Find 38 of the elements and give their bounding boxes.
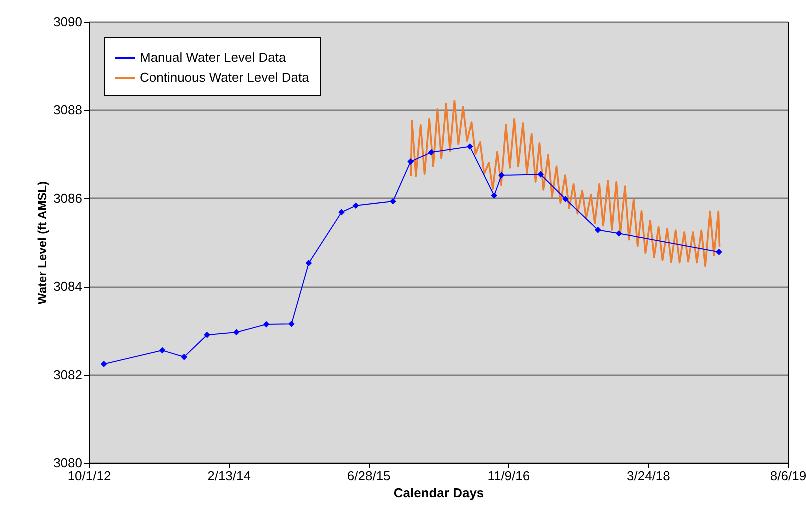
point xyxy=(263,321,270,328)
point xyxy=(288,320,295,328)
point xyxy=(491,192,498,199)
y-tick-label: 3088 xyxy=(54,102,82,118)
point xyxy=(562,196,569,202)
line-series xyxy=(410,100,721,268)
legend-label: Continuous Water Level Data xyxy=(140,70,310,85)
point xyxy=(716,249,722,256)
point xyxy=(159,347,166,354)
x-tick-label: 10/1/12 xyxy=(68,468,112,484)
y-tick-label: 3082 xyxy=(54,367,82,382)
point xyxy=(181,354,188,360)
x-tick-label: 8/6/19 xyxy=(770,468,806,484)
point xyxy=(390,198,396,205)
point xyxy=(204,332,210,338)
point xyxy=(100,361,108,368)
point xyxy=(408,158,414,165)
point xyxy=(594,226,602,234)
point xyxy=(233,329,240,336)
x-tick-label: 2/13/14 xyxy=(208,468,251,484)
point xyxy=(498,172,505,179)
point xyxy=(338,209,345,216)
legend-label: Manual Water Level Data xyxy=(140,50,287,65)
point xyxy=(466,144,474,150)
y-tick-label: 3084 xyxy=(54,279,82,294)
point xyxy=(538,171,544,178)
x-axis-title: Calendar Days xyxy=(394,486,484,500)
point xyxy=(352,202,360,210)
x-tick-label: 6/28/15 xyxy=(347,468,391,484)
y-axis-title: Water Level (ft AMSL) xyxy=(36,181,50,305)
x-tick-label: 3/24/18 xyxy=(627,468,670,484)
y-tick-label: 3090 xyxy=(54,14,82,30)
point xyxy=(428,149,435,156)
y-tick-label: 3086 xyxy=(54,190,82,206)
point xyxy=(616,230,622,237)
x-tick-label: 11/9/16 xyxy=(488,468,530,484)
y-tick-label: 3080 xyxy=(54,456,82,470)
point xyxy=(306,260,312,266)
